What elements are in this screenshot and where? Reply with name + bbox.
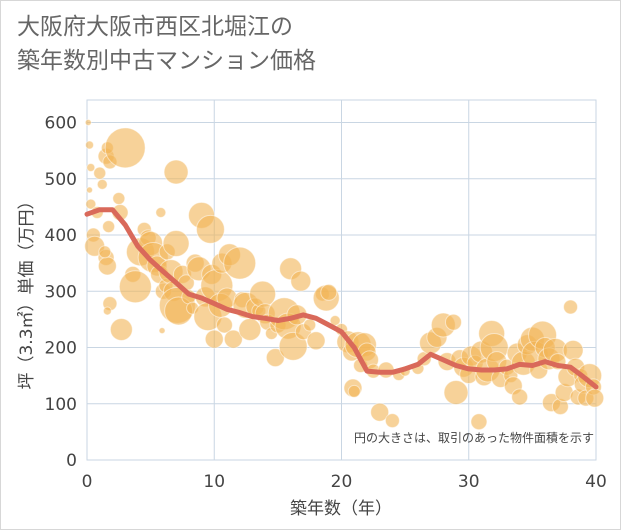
bubble-point <box>370 402 390 422</box>
bubble-point <box>86 186 94 194</box>
bubble-point <box>470 413 488 431</box>
bubble-series <box>84 119 605 431</box>
bubble-point <box>85 198 97 210</box>
bubble-point <box>84 119 92 126</box>
y-tick-labels: 0 100 200 300 400 500 600 <box>45 114 77 472</box>
bubble-point <box>443 380 469 405</box>
bubble-point <box>102 306 112 316</box>
bubble-point <box>347 384 361 398</box>
bubble-point <box>306 331 326 351</box>
y-tick-label: 600 <box>45 114 77 134</box>
bubble-point <box>223 246 257 280</box>
chart-title-line-1: 大阪府大阪市西区北堀江の <box>17 14 293 40</box>
bubble-point <box>215 316 233 334</box>
bubble-point <box>303 318 317 332</box>
x-tick-label: 20 <box>331 472 353 492</box>
bubble-point <box>155 207 167 218</box>
x-tick-label: 0 <box>82 472 93 492</box>
bubble-point <box>195 214 225 244</box>
bubble-point <box>163 159 189 185</box>
bubble-point <box>223 329 243 349</box>
chart-title-line-2: 築年数別中古マンション価格 <box>17 48 316 74</box>
bubble-point <box>86 163 96 172</box>
bubble-point <box>102 220 116 234</box>
bubble-point <box>384 413 400 429</box>
bubble-point <box>444 313 462 331</box>
x-tick-label: 40 <box>585 472 607 492</box>
chart-title: 大阪府大阪市西区北堀江の 築年数別中古マンション価格 <box>17 10 316 78</box>
bubble-point <box>104 127 146 169</box>
bubble-point <box>329 315 341 326</box>
bubble-point <box>112 191 126 205</box>
bubble-point <box>109 318 133 341</box>
bubble-size-note: 円の大きさは、取引のあった物件面積を示す <box>354 430 594 445</box>
bubble-point <box>290 270 312 292</box>
y-tick-label: 400 <box>45 226 77 246</box>
bubble-point <box>238 318 262 341</box>
x-tick-label: 10 <box>203 472 225 492</box>
x-axis-label: 築年数（年） <box>290 499 392 519</box>
bubble-point <box>158 327 166 335</box>
bubble-point <box>563 299 579 315</box>
y-tick-label: 200 <box>45 339 77 359</box>
x-tick-label: 30 <box>458 472 480 492</box>
y-tick-label: 500 <box>45 170 77 190</box>
y-tick-label: 100 <box>45 395 77 415</box>
y-tick-label: 300 <box>45 282 77 302</box>
bubble-point <box>97 256 117 276</box>
bubble-point <box>585 388 605 408</box>
trend-line <box>84 207 599 390</box>
bubble-point <box>98 245 112 259</box>
bubble-point <box>96 178 108 190</box>
y-tick-label: 0 <box>66 451 77 471</box>
bubble-point <box>511 388 529 406</box>
bubble-point <box>204 329 224 349</box>
bubble-point <box>162 229 190 257</box>
bubble-point <box>85 140 95 150</box>
y-axis-label: 坪（3.3㎡）単価（万円） <box>17 192 37 389</box>
bubble-point <box>320 283 338 301</box>
bubble-point <box>118 270 152 304</box>
x-tick-labels: 0 10 20 30 40 <box>82 472 607 492</box>
bubble-point <box>562 339 584 361</box>
bubble-point <box>93 166 107 180</box>
